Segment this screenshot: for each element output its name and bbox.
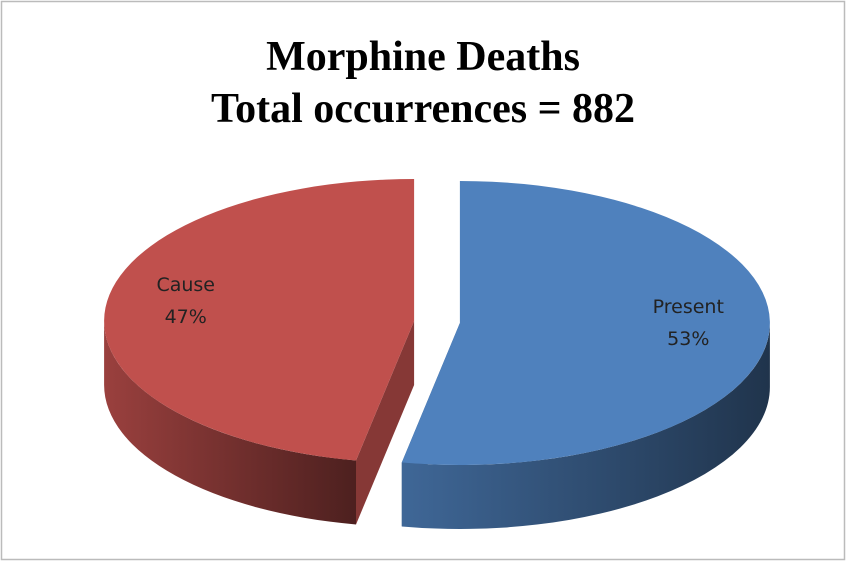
slice-label: Present <box>653 296 724 318</box>
slice <box>401 180 770 465</box>
chart-title: Morphine Deaths <box>266 34 580 80</box>
slice-side <box>104 321 357 525</box>
chart-title: Total occurrences = 882 <box>211 86 635 132</box>
slice-label: Cause <box>156 274 215 296</box>
slice-value-label: 47% <box>165 306 207 328</box>
slice-value-label: 53% <box>667 328 709 350</box>
slice-side <box>401 322 770 529</box>
pie: Present 53% Cause 47% <box>104 179 770 529</box>
slice-cut-face <box>356 321 415 525</box>
slice <box>104 179 415 461</box>
